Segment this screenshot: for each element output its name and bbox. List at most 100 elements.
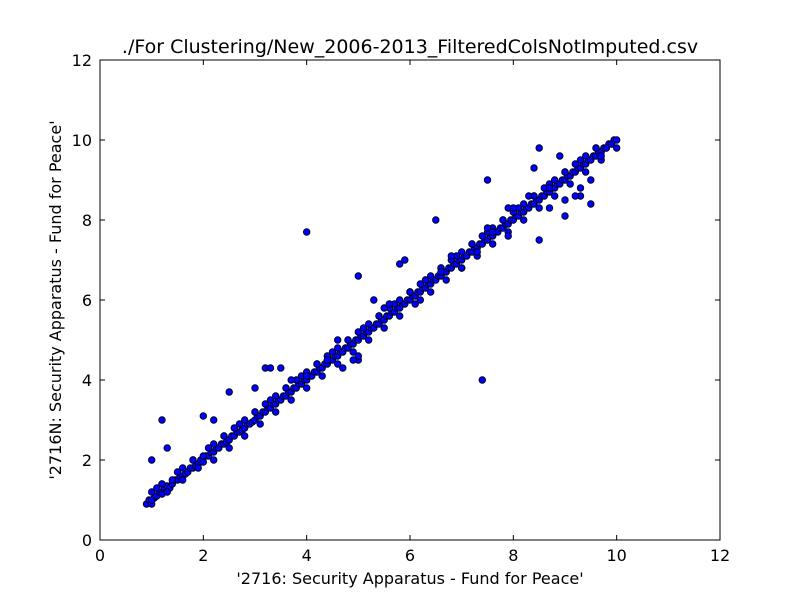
scatter-point xyxy=(520,200,528,208)
scatter-point xyxy=(592,144,600,152)
x-tick-label: 6 xyxy=(405,546,415,565)
scatter-point xyxy=(396,260,404,268)
scatter-point xyxy=(163,444,171,452)
x-tick-label: 4 xyxy=(302,546,312,565)
scatter-point xyxy=(354,328,362,336)
scatter-point xyxy=(437,268,445,276)
scatter-point xyxy=(597,152,605,160)
scatter-point xyxy=(287,376,295,384)
scatter-point xyxy=(277,364,285,372)
scatter-point xyxy=(561,196,569,204)
scatter-point xyxy=(256,420,264,428)
scatter-point xyxy=(566,180,574,188)
y-tick-label: 0 xyxy=(82,531,92,550)
scatter-point xyxy=(209,416,218,424)
scatter-point xyxy=(561,212,569,220)
scatter-point xyxy=(478,232,486,240)
scatter-point xyxy=(370,296,378,304)
y-tick-label: 2 xyxy=(82,451,92,470)
scatter-point xyxy=(287,396,295,404)
chart-title: ./For Clustering/New_2006-2013_FilteredC… xyxy=(122,36,698,58)
scatter-point xyxy=(489,240,497,248)
scatter-point xyxy=(576,156,585,164)
scatter-point xyxy=(613,144,621,152)
scatter-point xyxy=(178,464,187,472)
x-tick-label: 8 xyxy=(508,546,518,565)
scatter-point xyxy=(199,412,207,420)
scatter-point xyxy=(344,336,352,344)
scatter-point xyxy=(365,320,373,328)
scatter-point xyxy=(261,400,269,408)
scatter-point xyxy=(545,184,554,192)
scatter-point xyxy=(380,324,388,332)
scatter-point xyxy=(334,344,342,352)
scatter-point xyxy=(473,248,481,256)
scatter-point xyxy=(318,372,326,380)
scatter-point xyxy=(240,432,249,440)
scatter-point xyxy=(334,336,342,344)
scatter-point xyxy=(545,204,554,212)
scatter-point xyxy=(499,216,507,224)
scatter-point xyxy=(153,484,161,492)
scatter-point xyxy=(535,204,543,212)
scatter-point xyxy=(406,288,414,296)
scatter-point xyxy=(535,144,543,152)
scatter-point xyxy=(204,444,213,452)
scatter-point xyxy=(458,264,466,272)
ticks-layer: 0 2 4 6 8 10 12 0 2 4 6 8 10 12 xyxy=(72,51,731,565)
scatter-point xyxy=(571,192,579,200)
scatter-point xyxy=(385,300,393,308)
scatter-point xyxy=(313,360,321,368)
y-tick-label: 6 xyxy=(82,291,92,310)
scatter-point xyxy=(509,204,517,212)
scatter-point xyxy=(230,424,238,432)
scatter-point xyxy=(147,488,156,496)
x-tick-label: 0 xyxy=(95,546,105,565)
scatter-point xyxy=(225,388,233,396)
scatter-point xyxy=(323,356,331,364)
scatter-point xyxy=(489,228,497,236)
scatter-point xyxy=(178,476,187,484)
scatter-point xyxy=(602,144,610,152)
scatter-point xyxy=(458,248,466,256)
y-tick-label: 12 xyxy=(72,51,92,70)
y-tick-label: 10 xyxy=(72,131,92,150)
scatter-point xyxy=(266,364,275,372)
scatter-point xyxy=(240,416,249,424)
scatter-point xyxy=(220,432,228,440)
scatter-point xyxy=(551,176,559,184)
scatter-point xyxy=(576,184,585,192)
scatter-point xyxy=(334,360,342,368)
scatter-point xyxy=(349,356,357,364)
scatter-point xyxy=(427,288,435,296)
scatter-point xyxy=(282,384,290,392)
scatter-point xyxy=(272,408,280,416)
scatter-point xyxy=(396,312,404,320)
scatter-point xyxy=(209,440,218,448)
scatter-point xyxy=(468,240,476,248)
scatter-point xyxy=(189,456,197,464)
scatter-point xyxy=(365,336,373,344)
scatter-point xyxy=(168,476,176,484)
scatter-point xyxy=(587,200,595,208)
scatter-point xyxy=(209,456,218,464)
scatter-point xyxy=(421,276,430,284)
scatter-point xyxy=(194,464,202,472)
scatter-point xyxy=(416,280,424,288)
scatter-point xyxy=(225,444,233,452)
scatter-point xyxy=(561,168,569,176)
scatter-point xyxy=(427,272,435,280)
scatter-point xyxy=(401,256,409,264)
scatter-point xyxy=(587,176,595,184)
scatter-point xyxy=(380,304,388,312)
scatter-point xyxy=(556,152,564,160)
scatter-point xyxy=(328,348,337,356)
scatter-point xyxy=(535,236,543,244)
scatter-point xyxy=(582,152,590,160)
scatter-point xyxy=(339,364,347,372)
scatter-point xyxy=(530,164,538,172)
scatter-point xyxy=(147,496,156,504)
scatter-point xyxy=(354,272,362,280)
scatter-point xyxy=(349,348,357,356)
scatter-point xyxy=(432,216,440,224)
